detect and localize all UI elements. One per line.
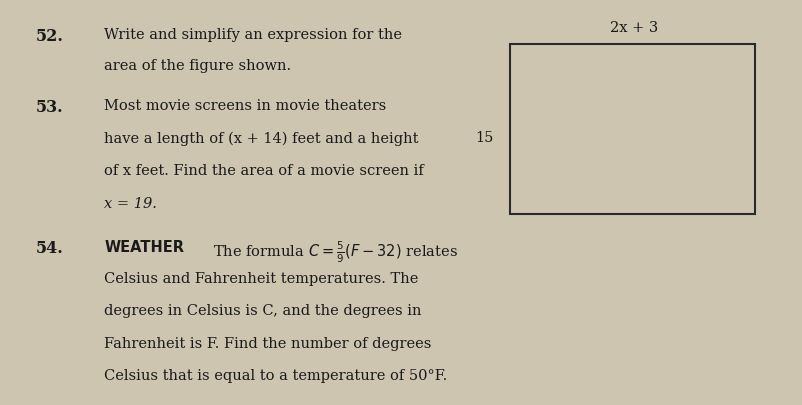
Text: of x feet. Find the area of a movie screen if: of x feet. Find the area of a movie scre… <box>104 164 423 178</box>
Text: 15: 15 <box>475 131 493 145</box>
Text: The formula $C = \frac{5}{9}(F - 32)$ relates: The formula $C = \frac{5}{9}(F - 32)$ re… <box>213 239 457 264</box>
Text: WEATHER: WEATHER <box>104 239 184 254</box>
Text: have a length of (x + 14) feet and a height: have a length of (x + 14) feet and a hei… <box>104 132 419 146</box>
Text: 53.: 53. <box>36 99 63 116</box>
Text: Celsius that is equal to a temperature of 50°F.: Celsius that is equal to a temperature o… <box>104 369 447 382</box>
Text: Most movie screens in movie theaters: Most movie screens in movie theaters <box>104 99 386 113</box>
Bar <box>509 45 754 215</box>
Text: 54.: 54. <box>36 239 64 256</box>
Text: area of the figure shown.: area of the figure shown. <box>104 59 291 72</box>
Text: Write and simplify an expression for the: Write and simplify an expression for the <box>104 28 402 42</box>
Text: 2x + 3: 2x + 3 <box>610 21 658 34</box>
Text: x = 19.: x = 19. <box>104 196 157 210</box>
Text: Celsius and Fahrenheit temperatures. The: Celsius and Fahrenheit temperatures. The <box>104 271 419 285</box>
Text: 52.: 52. <box>36 28 64 45</box>
Text: degrees in Celsius is C, and the degrees in: degrees in Celsius is C, and the degrees… <box>104 304 421 318</box>
Text: Fahrenheit is F. Find the number of degrees: Fahrenheit is F. Find the number of degr… <box>104 336 431 350</box>
